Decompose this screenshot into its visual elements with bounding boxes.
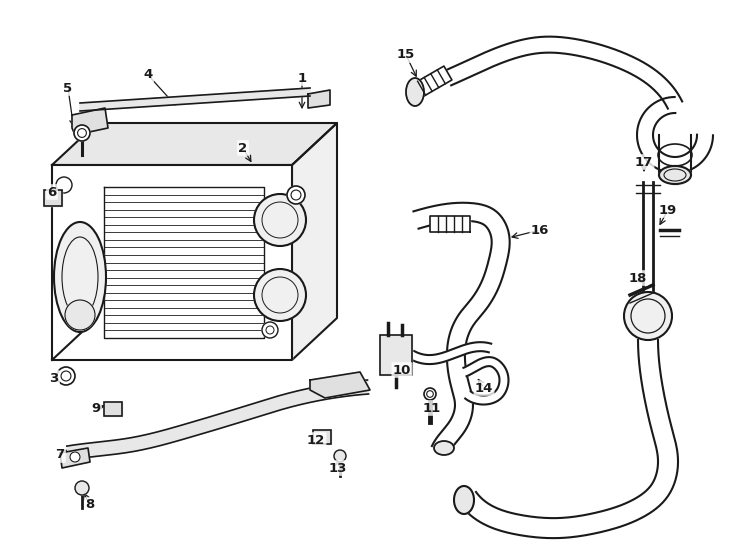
Text: 2: 2 (239, 141, 247, 154)
Text: 9: 9 (92, 402, 101, 415)
Polygon shape (52, 123, 337, 165)
Text: 8: 8 (85, 498, 95, 511)
Polygon shape (637, 97, 713, 173)
Ellipse shape (434, 441, 454, 455)
Bar (44, 190, 62, 206)
Text: 1: 1 (297, 71, 307, 84)
Polygon shape (67, 380, 368, 460)
Text: 11: 11 (423, 402, 441, 415)
Polygon shape (445, 37, 682, 109)
Polygon shape (463, 357, 509, 404)
Text: 13: 13 (329, 462, 347, 475)
Polygon shape (643, 182, 653, 298)
Circle shape (624, 292, 672, 340)
Polygon shape (430, 216, 470, 232)
Circle shape (57, 367, 75, 385)
Polygon shape (413, 202, 509, 454)
Ellipse shape (406, 78, 424, 106)
Text: 7: 7 (56, 449, 65, 462)
Bar (44, 190, 62, 206)
Circle shape (56, 177, 72, 193)
Circle shape (424, 388, 436, 400)
Circle shape (75, 481, 89, 495)
Text: 4: 4 (143, 69, 153, 82)
Text: 3: 3 (49, 372, 59, 384)
Circle shape (74, 125, 90, 141)
Polygon shape (460, 340, 678, 538)
Circle shape (262, 322, 278, 338)
Polygon shape (52, 165, 292, 360)
Polygon shape (411, 66, 452, 99)
Circle shape (70, 452, 80, 462)
Polygon shape (72, 108, 108, 135)
Bar (380, 335, 412, 375)
Bar (313, 430, 331, 444)
Polygon shape (80, 88, 310, 111)
Circle shape (65, 300, 95, 330)
Circle shape (254, 269, 306, 321)
Circle shape (334, 450, 346, 462)
Polygon shape (410, 342, 491, 364)
Text: 16: 16 (531, 224, 549, 237)
Polygon shape (659, 135, 691, 175)
Bar (104, 402, 122, 416)
Polygon shape (60, 448, 90, 468)
Circle shape (287, 186, 305, 204)
Ellipse shape (54, 222, 106, 332)
Bar (313, 430, 331, 444)
Text: 17: 17 (635, 156, 653, 168)
Polygon shape (308, 90, 330, 108)
Ellipse shape (659, 166, 691, 184)
Ellipse shape (454, 486, 474, 514)
Text: 19: 19 (659, 204, 677, 217)
Text: 6: 6 (48, 186, 57, 199)
Polygon shape (292, 123, 337, 360)
Ellipse shape (661, 165, 691, 185)
Circle shape (254, 194, 306, 246)
Text: 12: 12 (307, 434, 325, 447)
Bar (380, 335, 412, 375)
Bar (104, 402, 122, 416)
Text: 14: 14 (475, 381, 493, 395)
Text: 5: 5 (63, 82, 73, 94)
Text: 15: 15 (397, 49, 415, 62)
Polygon shape (310, 372, 370, 398)
Text: 18: 18 (629, 272, 647, 285)
Text: 10: 10 (393, 363, 411, 376)
